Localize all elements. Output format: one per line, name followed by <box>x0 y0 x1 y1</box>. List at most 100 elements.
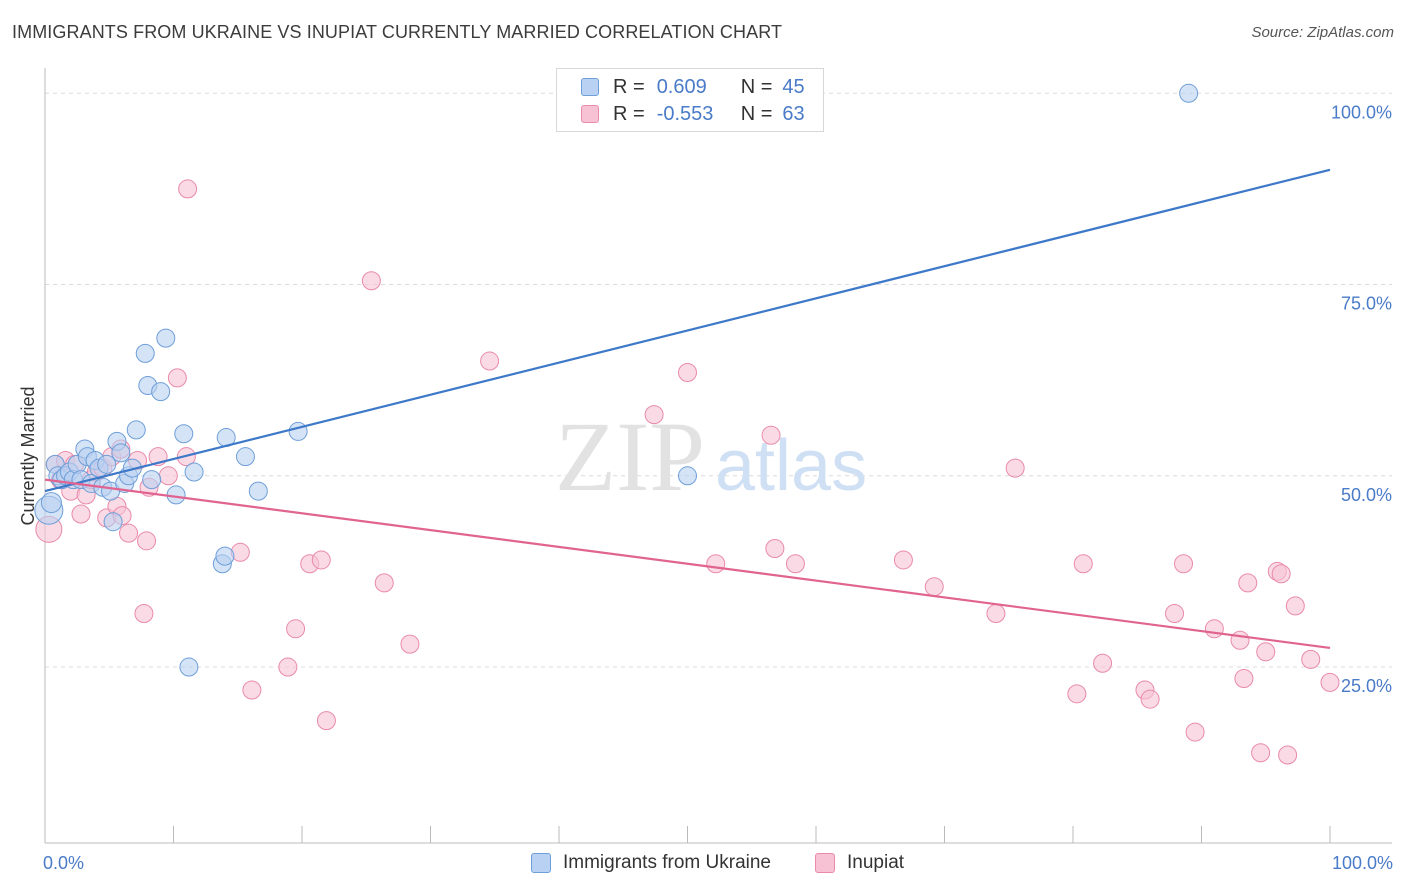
inupiat-point <box>893 550 913 570</box>
ukraine-point <box>126 420 146 440</box>
ukraine-point <box>103 512 123 532</box>
inupiat-point <box>765 538 785 558</box>
inupiat-point <box>71 504 91 524</box>
inupiat-point <box>1301 649 1321 669</box>
inupiat-point <box>137 531 157 551</box>
inupiat-point <box>924 577 944 597</box>
axes <box>44 68 1392 844</box>
inupiat-point <box>761 425 781 445</box>
inupiat-point <box>134 604 154 623</box>
ukraine-point <box>97 454 117 474</box>
inupiat-point <box>242 680 262 700</box>
inupiat-point <box>1073 554 1093 574</box>
inupiat-point <box>119 523 139 543</box>
inupiat-point <box>986 604 1006 623</box>
inupiat-point <box>1320 672 1340 692</box>
inupiat-point <box>1140 689 1160 709</box>
y-axis-title: Currently Married <box>18 386 38 525</box>
inupiat-point <box>374 573 394 593</box>
trend-lines <box>44 168 1331 650</box>
watermark-atlas: atlas <box>715 426 867 506</box>
inupiat-point <box>1005 458 1025 478</box>
inupiat-point <box>400 634 420 654</box>
inupiat-point <box>1165 604 1185 623</box>
ukraine-point <box>1179 83 1199 103</box>
legend-n-value: 63 <box>782 102 805 125</box>
inupiat-point <box>1230 630 1250 650</box>
legend-swatch-blue <box>581 78 599 96</box>
ukraine-point <box>215 546 235 566</box>
legend-r-value: -0.553 <box>656 102 714 125</box>
inupiat-point <box>316 711 336 731</box>
legend-r-value: 0.609 <box>656 75 707 98</box>
inupiat-point <box>286 619 306 639</box>
series-legend: Immigrants from Ukraine Inupiat <box>0 852 1406 878</box>
y-tick-labels: 25.0% 50.0% 75.0% 100.0% <box>1331 102 1392 696</box>
ukraine-point <box>135 343 155 363</box>
inupiat-point <box>178 179 198 199</box>
ukraine-point <box>174 424 194 444</box>
inupiat-point <box>167 368 187 388</box>
legend-row-inupiat: R = -0.553 N = 63 <box>581 102 805 126</box>
y-tick-label: 25.0% <box>1341 676 1392 696</box>
legend-r-label: R = <box>613 75 645 98</box>
inupiat-point <box>311 550 331 570</box>
x-tick-label: 100.0% <box>1332 853 1393 873</box>
inupiat-point <box>678 363 697 383</box>
ukraine-point <box>184 462 204 482</box>
ukraine-points <box>34 83 1199 677</box>
inupiat-trend-line <box>44 478 1331 650</box>
inupiat-point <box>1185 722 1205 742</box>
y-tick-label: 50.0% <box>1341 485 1392 505</box>
legend-item-ukraine[interactable]: Immigrants from Ukraine <box>531 852 771 874</box>
ukraine-point <box>248 481 268 501</box>
ukraine-point <box>142 470 162 490</box>
gridlines <box>45 92 1392 668</box>
inupiat-point <box>1256 642 1276 662</box>
legend-swatch-pink <box>581 105 599 123</box>
inupiat-point <box>1174 554 1194 574</box>
ukraine-point <box>235 447 255 467</box>
chart-title: IMMIGRANTS FROM UKRAINE VS INUPIAT CURRE… <box>12 22 783 42</box>
watermark-zip: ZIP <box>555 401 705 512</box>
ukraine-point <box>156 328 176 348</box>
ukraine-trend-line <box>44 168 1331 493</box>
ukraine-point <box>111 443 131 463</box>
legend-item-inupiat[interactable]: Inupiat <box>815 852 904 874</box>
inupiat-point <box>480 351 500 371</box>
inupiat-point <box>158 466 178 486</box>
inupiat-point <box>1271 564 1291 584</box>
legend-n-label: N = <box>740 102 773 125</box>
legend-row-ukraine: R = 0.609 N = 45 <box>581 75 805 99</box>
ukraine-point <box>40 492 62 514</box>
inupiat-point <box>278 657 298 677</box>
ukraine-point <box>678 466 697 486</box>
legend-label-ukraine: Immigrants from Ukraine <box>563 852 771 873</box>
inupiat-point <box>1251 743 1271 763</box>
inupiat-point <box>1093 653 1113 673</box>
inupiat-point <box>706 554 726 574</box>
legend-swatch-blue <box>531 853 551 873</box>
inupiat-point <box>644 405 664 425</box>
inupiat-point <box>785 554 805 574</box>
inupiat-point <box>1204 619 1224 639</box>
stats-legend: R = 0.609 N = 45 R = -0.553 N = 63 <box>556 68 824 132</box>
source-label: Source: ZipAtlas.com <box>1251 24 1394 41</box>
inupiat-point <box>1285 596 1305 616</box>
legend-n-value: 45 <box>782 75 805 98</box>
legend-label-inupiat: Inupiat <box>847 852 905 873</box>
y-tick-label: 100.0% <box>1331 102 1392 122</box>
y-tick-label: 75.0% <box>1341 294 1392 314</box>
inupiat-point <box>1238 573 1258 593</box>
legend-swatch-pink <box>815 853 835 873</box>
ukraine-point <box>151 382 171 402</box>
inupiat-point <box>1278 745 1298 765</box>
ukraine-point <box>179 657 199 677</box>
watermark: ZIP atlas <box>555 401 867 512</box>
legend-r-label: R = <box>613 102 645 125</box>
x-tick-labels: 0.0% 100.0% <box>43 853 1393 873</box>
inupiat-point <box>1234 669 1254 689</box>
inupiat-point <box>361 271 381 291</box>
inupiat-point <box>1067 684 1087 704</box>
